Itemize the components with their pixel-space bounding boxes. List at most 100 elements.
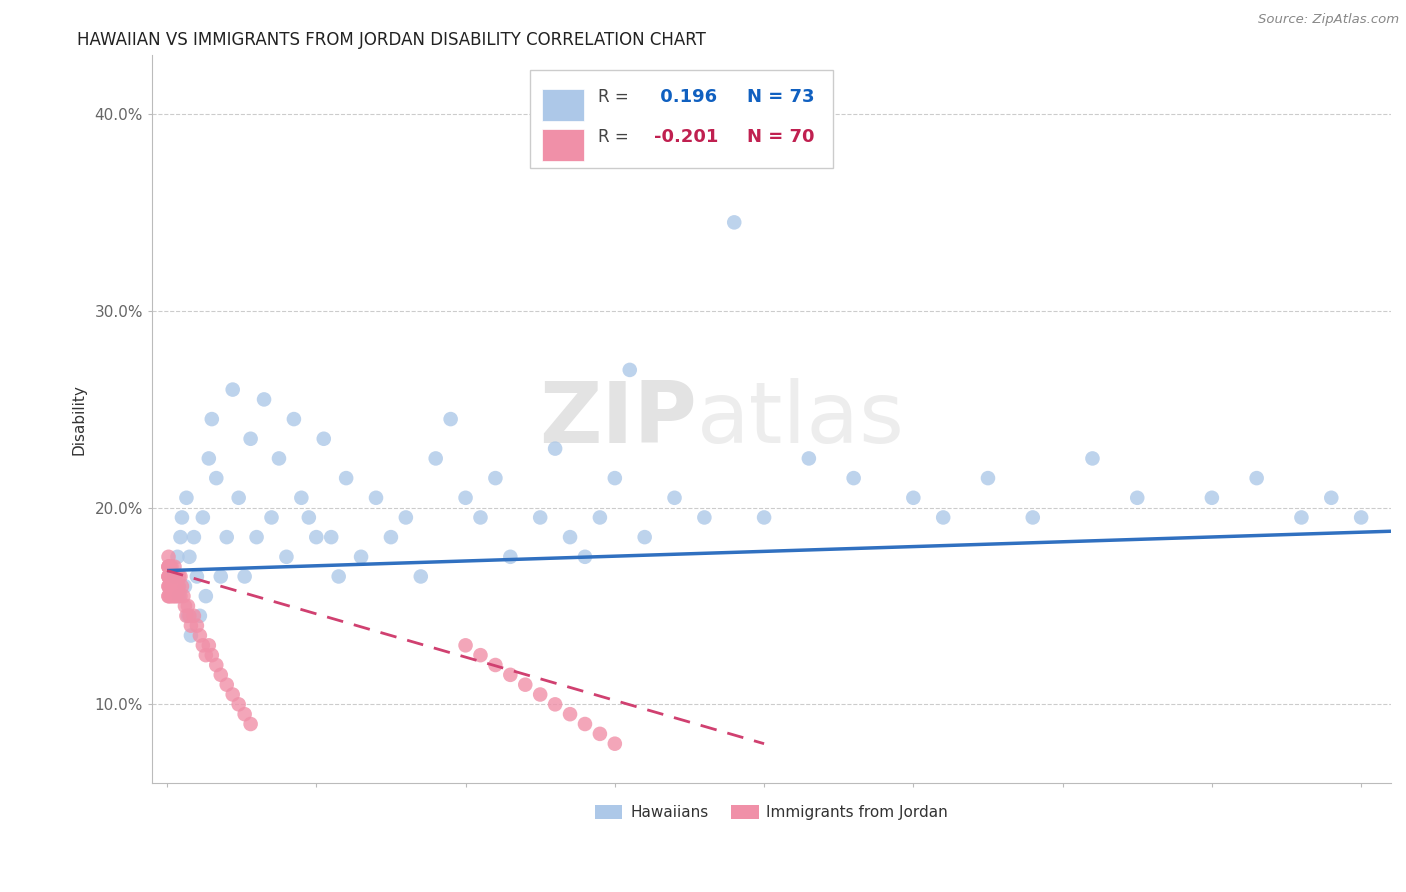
Text: N = 70: N = 70 bbox=[747, 128, 814, 146]
Point bbox=[157, 549, 180, 564]
Point bbox=[1126, 491, 1149, 505]
Point bbox=[186, 618, 208, 632]
Point bbox=[1320, 491, 1343, 505]
Point bbox=[183, 608, 205, 623]
Point bbox=[454, 491, 477, 505]
Point bbox=[409, 569, 432, 583]
Point bbox=[209, 668, 232, 682]
Point bbox=[233, 569, 256, 583]
Point bbox=[160, 569, 183, 583]
Point bbox=[163, 589, 186, 603]
Point bbox=[932, 510, 955, 524]
Point bbox=[228, 698, 250, 712]
Point bbox=[157, 589, 180, 603]
Point bbox=[619, 363, 641, 377]
Point bbox=[163, 559, 186, 574]
Point bbox=[1291, 510, 1313, 524]
Point bbox=[260, 510, 283, 524]
Point bbox=[312, 432, 335, 446]
Point bbox=[245, 530, 267, 544]
Point bbox=[191, 510, 214, 524]
Point bbox=[160, 569, 183, 583]
Y-axis label: Disability: Disability bbox=[72, 384, 86, 455]
Point bbox=[159, 589, 181, 603]
Point bbox=[198, 638, 221, 652]
Point bbox=[499, 549, 522, 564]
Point bbox=[350, 549, 373, 564]
Point bbox=[198, 451, 221, 466]
Point bbox=[603, 471, 626, 485]
Point bbox=[157, 579, 180, 593]
Point bbox=[188, 608, 211, 623]
Point bbox=[752, 510, 775, 524]
Point bbox=[603, 737, 626, 751]
Text: HAWAIIAN VS IMMIGRANTS FROM JORDAN DISABILITY CORRELATION CHART: HAWAIIAN VS IMMIGRANTS FROM JORDAN DISAB… bbox=[77, 31, 706, 49]
Point bbox=[176, 491, 198, 505]
Point bbox=[1246, 471, 1268, 485]
Point bbox=[253, 392, 276, 407]
FancyBboxPatch shape bbox=[543, 89, 585, 120]
Point bbox=[157, 569, 180, 583]
Point bbox=[157, 559, 180, 574]
Point bbox=[1022, 510, 1045, 524]
Text: R =: R = bbox=[598, 128, 628, 146]
Point bbox=[233, 707, 256, 722]
Point bbox=[529, 688, 551, 702]
Point bbox=[425, 451, 447, 466]
Point bbox=[589, 727, 612, 741]
Point bbox=[574, 549, 596, 564]
Point bbox=[159, 569, 181, 583]
Point bbox=[276, 549, 298, 564]
Point bbox=[205, 471, 228, 485]
Point bbox=[215, 678, 238, 692]
Point bbox=[165, 589, 187, 603]
Text: Source: ZipAtlas.com: Source: ZipAtlas.com bbox=[1258, 13, 1399, 27]
Point bbox=[188, 628, 211, 642]
Point bbox=[159, 579, 181, 593]
Point bbox=[166, 549, 188, 564]
Point bbox=[239, 432, 262, 446]
Point bbox=[167, 569, 190, 583]
Point bbox=[179, 549, 201, 564]
Point bbox=[194, 589, 217, 603]
Point bbox=[529, 510, 551, 524]
Text: N = 73: N = 73 bbox=[747, 88, 814, 106]
Text: atlas: atlas bbox=[697, 377, 905, 460]
Point bbox=[172, 589, 194, 603]
Point bbox=[174, 579, 197, 593]
Point bbox=[169, 530, 191, 544]
Point bbox=[239, 717, 262, 731]
Point bbox=[165, 579, 187, 593]
Point bbox=[380, 530, 402, 544]
Point bbox=[169, 589, 191, 603]
Point bbox=[160, 559, 183, 574]
Point bbox=[163, 569, 186, 583]
Point bbox=[589, 510, 612, 524]
Point bbox=[470, 510, 492, 524]
Point bbox=[228, 491, 250, 505]
Point bbox=[201, 412, 224, 426]
Point bbox=[179, 608, 201, 623]
Point bbox=[177, 599, 200, 613]
Point bbox=[169, 569, 191, 583]
Point bbox=[180, 618, 202, 632]
Point bbox=[159, 579, 181, 593]
Point bbox=[440, 412, 463, 426]
Point bbox=[574, 717, 596, 731]
Point bbox=[167, 589, 190, 603]
Point bbox=[364, 491, 387, 505]
Point bbox=[797, 451, 820, 466]
FancyBboxPatch shape bbox=[543, 129, 585, 161]
Point bbox=[160, 589, 183, 603]
Point bbox=[162, 579, 184, 593]
Text: -0.201: -0.201 bbox=[654, 128, 718, 146]
Point bbox=[215, 530, 238, 544]
Point bbox=[194, 648, 217, 662]
Point bbox=[977, 471, 1000, 485]
Point bbox=[499, 668, 522, 682]
Point bbox=[842, 471, 865, 485]
Point bbox=[321, 530, 343, 544]
Point bbox=[470, 648, 492, 662]
Point bbox=[157, 589, 180, 603]
Point bbox=[222, 383, 245, 397]
